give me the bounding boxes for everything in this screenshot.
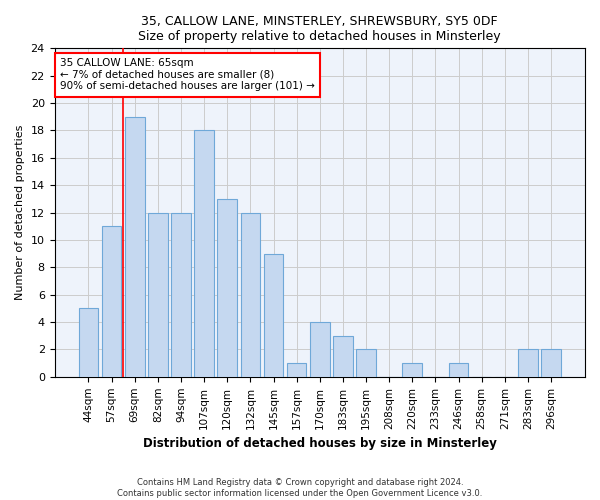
- Bar: [102, 226, 121, 377]
- Bar: [518, 350, 538, 377]
- Y-axis label: Number of detached properties: Number of detached properties: [15, 125, 25, 300]
- Bar: [125, 117, 145, 377]
- Bar: [403, 363, 422, 377]
- Bar: [79, 308, 98, 377]
- Bar: [310, 322, 329, 377]
- Bar: [148, 212, 167, 377]
- Bar: [217, 199, 237, 377]
- Title: 35, CALLOW LANE, MINSTERLEY, SHREWSBURY, SY5 0DF
Size of property relative to de: 35, CALLOW LANE, MINSTERLEY, SHREWSBURY,…: [139, 15, 501, 43]
- Bar: [194, 130, 214, 377]
- Bar: [449, 363, 469, 377]
- Bar: [263, 254, 283, 377]
- Bar: [356, 350, 376, 377]
- Text: Contains HM Land Registry data © Crown copyright and database right 2024.
Contai: Contains HM Land Registry data © Crown c…: [118, 478, 482, 498]
- Bar: [541, 350, 561, 377]
- Bar: [241, 212, 260, 377]
- Bar: [171, 212, 191, 377]
- Bar: [333, 336, 353, 377]
- X-axis label: Distribution of detached houses by size in Minsterley: Distribution of detached houses by size …: [143, 437, 497, 450]
- Text: 35 CALLOW LANE: 65sqm
← 7% of detached houses are smaller (8)
90% of semi-detach: 35 CALLOW LANE: 65sqm ← 7% of detached h…: [60, 58, 315, 92]
- Bar: [287, 363, 307, 377]
